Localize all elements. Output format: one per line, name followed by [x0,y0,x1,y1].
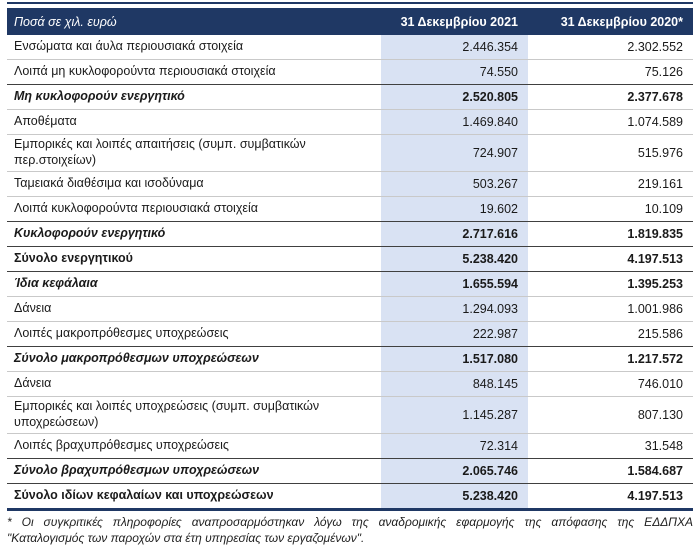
value-2021: 1.655.594 [381,271,528,297]
value-2020: 746.010 [528,371,693,397]
table-row-subtotal: Κυκλοφορούν ενεργητικό 2.717.616 1.819.8… [7,221,693,247]
restatement-footnote: * Οι συγκριτικές πληροφορίες αναπροσαρμό… [7,515,693,545]
value-2021: 724.907 [381,134,528,172]
value-2021: 503.267 [381,171,528,197]
table-row-subtotal: Σύνολο μακροπρόθεσμων υποχρεώσεων 1.517.… [7,346,693,372]
value-2020: 75.126 [528,59,693,85]
row-label: Ταμειακά διαθέσιμα και ισοδύναμα [7,171,381,197]
value-2021: 5.238.420 [381,246,528,272]
row-label: Εμπορικές και λοιπές απαιτήσεις (συμπ. σ… [7,134,381,172]
row-label: Σύνολο ιδίων κεφαλαίων και υποχρεώσεων [7,483,381,511]
value-2021: 5.238.420 [381,483,528,511]
value-2020: 2.377.678 [528,84,693,110]
row-label: Λοιπές βραχυπρόθεσμες υποχρεώσεις [7,433,381,459]
table-row-total: Σύνολο ιδίων κεφαλαίων και υποχρεώσεων 5… [7,483,693,511]
row-label: Δάνεια [7,371,381,397]
value-2020: 1.001.986 [528,296,693,322]
value-2021: 19.602 [381,196,528,222]
row-label: Σύνολο ενεργητικού [7,246,381,272]
row-label: Ενσώματα και άυλα περιουσιακά στοιχεία [14,39,244,54]
document-page: Ποσά σε χιλ. ευρώ 31 Δεκεμβρίου 2021 31 … [7,2,693,545]
table-row: Δάνεια 848.145 746.010 [7,371,693,397]
value-2020: 31.548 [528,433,693,459]
header-col-2020: 31 Δεκεμβρίου 2020* [528,8,693,35]
table-row: Ταμειακά διαθέσιμα και ισοδύναμα 503.267… [7,171,693,197]
value-2020: 4.197.513 [528,483,693,511]
row-label: Εμπορικές και λοιπές υποχρεώσεις (συμπ. … [7,396,381,434]
value-2021: 2.446.354 [381,35,528,60]
value-2021: 222.987 [381,321,528,347]
value-2020: 1.217.572 [528,346,693,372]
table-row: Λοιπές μακροπρόθεσμες υποχρεώσεις 222.98… [7,321,693,347]
value-2020: 1.395.253 [528,271,693,297]
row-label: Δάνεια [7,296,381,322]
table-row-subtotal: Σύνολο βραχυπρόθεσμων υποχρεώσεων 2.065.… [7,458,693,484]
row-label: Μη κυκλοφορούν ενεργητικό [7,84,381,110]
row-label: Κυκλοφορούν ενεργητικό [7,221,381,247]
value-2021: 2.717.616 [381,221,528,247]
value-2020: 515.976 [528,134,693,172]
row-label: Λοιπές μακροπρόθεσμες υποχρεώσεις [7,321,381,347]
value-2021: 74.550 [381,59,528,85]
value-2020: 807.130 [528,396,693,434]
row-label: Λοιπά μη κυκλοφορούντα περιουσιακά στοιχ… [7,59,381,85]
table-row: Εμπορικές και λοιπές υποχρεώσεις (συμπ. … [7,396,693,434]
header-col-2021: 31 Δεκεμβρίου 2021 [381,8,528,35]
value-2021: 1.294.093 [381,296,528,322]
row-label: Λοιπά κυκλοφορούντα περιουσιακά στοιχεία [7,196,381,222]
value-2020: 1.819.835 [528,221,693,247]
value-2021: 72.314 [381,433,528,459]
table-row: Λοιπά κυκλοφορούντα περιουσιακά στοιχεία… [7,196,693,222]
value-2021: 1.469.840 [381,109,528,135]
top-rule [7,2,693,4]
balance-sheet-table: Ποσά σε χιλ. ευρώ 31 Δεκεμβρίου 2021 31 … [7,8,693,511]
value-2020: 4.197.513 [528,246,693,272]
value-2020: 1.074.589 [528,109,693,135]
value-2020: 10.109 [528,196,693,222]
table-header: Ποσά σε χιλ. ευρώ 31 Δεκεμβρίου 2021 31 … [7,8,693,35]
value-2020: 219.161 [528,171,693,197]
table-row-subtotal: Μη κυκλοφορούν ενεργητικό 2.520.805 2.37… [7,84,693,110]
value-2021: 2.520.805 [381,84,528,110]
header-row: Ποσά σε χιλ. ευρώ 31 Δεκεμβρίου 2021 31 … [7,8,693,35]
row-label: Σύνολο μακροπρόθεσμων υποχρεώσεων [7,346,381,372]
table-row: Εμπορικές και λοιπές απαιτήσεις (συμπ. σ… [7,134,693,172]
row-label: Αποθέματα [7,109,381,135]
value-2020: 1.584.687 [528,458,693,484]
table-row: Ενσώματα και άυλα περιουσιακά στοιχεία 2… [7,35,693,60]
row-label: Ίδια κεφάλαια [7,271,381,297]
value-2021: 1.145.287 [381,396,528,434]
value-2021: 1.517.080 [381,346,528,372]
header-amounts-label: Ποσά σε χιλ. ευρώ [7,8,381,35]
table-row: Λοιπά μη κυκλοφορούντα περιουσιακά στοιχ… [7,59,693,85]
table-row: Αποθέματα 1.469.840 1.074.589 [7,109,693,135]
table-row-total: Σύνολο ενεργητικού 5.238.420 4.197.513 [7,246,693,272]
table-row: Δάνεια 1.294.093 1.001.986 [7,296,693,322]
value-2020: 215.586 [528,321,693,347]
value-2020: 2.302.552 [627,40,683,54]
value-2021: 2.065.746 [381,458,528,484]
row-label: Σύνολο βραχυπρόθεσμων υποχρεώσεων [7,458,381,484]
value-2021: 848.145 [381,371,528,397]
table-row: Λοιπές βραχυπρόθεσμες υποχρεώσεις 72.314… [7,433,693,459]
table-row-subtotal: Ίδια κεφάλαια 1.655.594 1.395.253 [7,271,693,297]
